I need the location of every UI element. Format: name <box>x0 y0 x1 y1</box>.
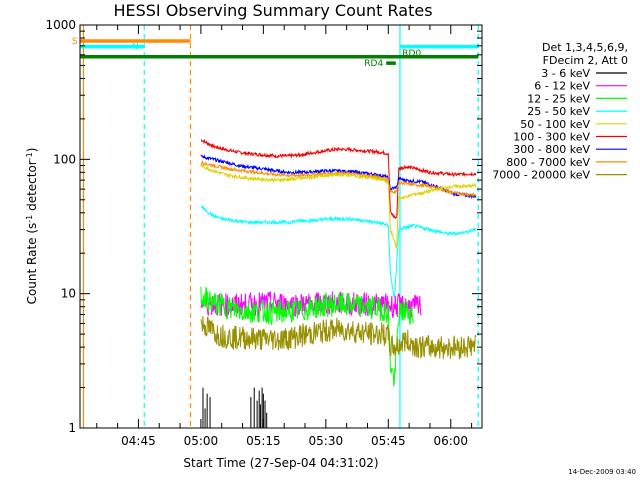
legend-entry-label-6: 300 - 800 keV <box>513 143 590 156</box>
legend-entry-label-4: 50 - 100 keV <box>520 118 590 131</box>
legend-entry-label-8: 7000 - 20000 keV <box>492 169 590 182</box>
y-axis-label-part2: detector <box>25 160 39 215</box>
flag-label-1: N <box>132 43 139 53</box>
x-axis-label: Start Time (27-Sep-04 04:31:02) <box>183 456 378 470</box>
y-axis-label-part1: Count Rate (s <box>25 223 39 305</box>
series-line-3 <box>200 163 477 250</box>
plot-frame <box>79 24 483 429</box>
flag-bars <box>80 39 479 65</box>
legend-entry-label-5: 100 - 300 keV <box>513 131 590 144</box>
y-axis-label-sup1: -1 <box>25 215 34 223</box>
flag-labels: S N RD0 RD4 <box>72 37 421 69</box>
legend-entry-label-0: 3 - 6 keV <box>541 67 590 80</box>
chart-title: HESSI Observing Summary Count Rates <box>113 1 432 20</box>
flag-label-0: S <box>72 37 78 47</box>
legend-entry-label-3: 25 - 50 keV <box>527 105 590 118</box>
series-line-6 <box>200 286 414 387</box>
x-tick-label-0: 04:45 <box>121 434 156 448</box>
y-tick-label-2: 100 <box>53 152 76 166</box>
flag-label-5: RD4 <box>364 59 383 69</box>
y-axis-label: Count Rate (s-1 detector-1) <box>25 148 40 305</box>
y-axis-label-sup2: -1 <box>25 152 34 160</box>
x-tick-label-5: 06:00 <box>433 434 468 448</box>
x-tick-label-3: 05:30 <box>309 434 344 448</box>
legend-header-line1: Det 1,3,4,5,6,9, <box>542 41 628 54</box>
legend: Det 1,3,4,5,6,9, FDecim 2, Att 0 3 - 6 k… <box>492 41 628 182</box>
generation-timestamp: 14-Dec-2009 03:40 <box>568 468 636 476</box>
flag-label-4: RD0 <box>402 49 421 59</box>
y-axis-ticks: 1 10 100 1000 <box>45 18 482 435</box>
y-tick-label-3: 1000 <box>45 18 76 32</box>
series-line-0 <box>200 138 477 219</box>
series-lines <box>200 138 477 428</box>
legend-entry-label-2: 12 - 25 keV <box>527 92 590 105</box>
legend-entry-label-7: 800 - 7000 keV <box>506 156 590 169</box>
vertical-markers <box>82 25 479 428</box>
x-axis-ticks: 04:45 05:00 05:15 05:30 05:45 06:00 <box>96 25 473 448</box>
x-tick-label-2: 05:15 <box>246 434 281 448</box>
x-tick-label-1: 05:00 <box>184 434 219 448</box>
legend-header-line2: FDecim 2, Att 0 <box>543 54 628 67</box>
y-tick-label-0: 1 <box>68 421 76 435</box>
y-axis-label-part3: ) <box>25 148 39 153</box>
y-tick-label-1: 10 <box>61 287 76 301</box>
series-line-4 <box>200 205 477 300</box>
series-line-1 <box>200 154 477 200</box>
x-tick-label-4: 05:45 <box>371 434 406 448</box>
legend-entry-label-1: 6 - 12 keV <box>534 80 590 93</box>
series-line-7 <box>200 316 477 360</box>
